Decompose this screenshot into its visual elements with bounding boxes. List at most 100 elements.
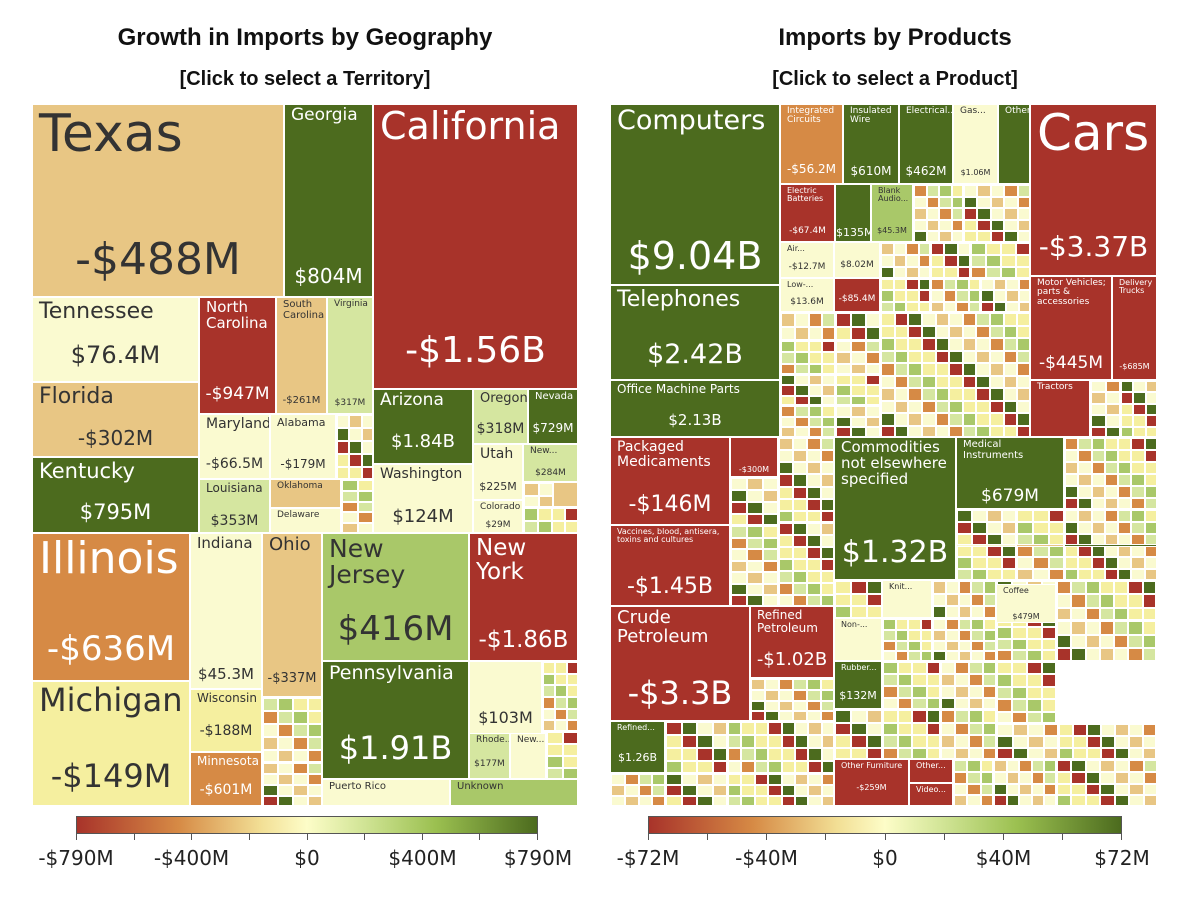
tile-subcell[interactable] — [1104, 438, 1119, 450]
tile-subcell[interactable] — [933, 593, 946, 607]
tile-subcell[interactable] — [308, 763, 321, 774]
tile-subcell[interactable] — [1133, 392, 1146, 404]
tile-subcell[interactable] — [807, 571, 821, 583]
tile-subcell[interactable] — [971, 255, 986, 267]
tile-subcell[interactable] — [1131, 474, 1145, 486]
tile-subcell[interactable] — [547, 744, 563, 756]
tile-subcell[interactable] — [883, 722, 898, 735]
tile-subcell[interactable] — [1071, 783, 1086, 796]
tile-subcell[interactable] — [793, 498, 807, 511]
tile-subcell[interactable] — [1065, 545, 1079, 558]
tile-subcell[interactable] — [808, 722, 822, 735]
tile-subcell[interactable] — [1133, 415, 1146, 427]
tile-subcell[interactable] — [807, 689, 821, 701]
tile-subcell[interactable] — [945, 619, 959, 630]
tile-subcell[interactable] — [1019, 771, 1032, 784]
tile-subcell[interactable] — [1144, 533, 1156, 546]
tile-subcell[interactable] — [1143, 795, 1156, 805]
tile-subcell[interactable] — [807, 474, 821, 487]
tile-subcell[interactable] — [681, 774, 697, 785]
tile-subcell[interactable] — [1017, 569, 1033, 579]
tile-subcell[interactable] — [1078, 450, 1092, 462]
tile-subcell[interactable] — [866, 341, 879, 353]
tile-knit[interactable]: Knit... — [882, 580, 932, 618]
tile-subcell[interactable] — [712, 722, 726, 735]
tile-subcell[interactable] — [741, 785, 755, 796]
tile-subcell[interactable] — [1017, 510, 1033, 522]
tile-subcell[interactable] — [278, 724, 293, 737]
tile-subcell[interactable] — [993, 290, 1006, 302]
tile-north-carolina[interactable]: North Carolina -$947M — [199, 297, 276, 414]
tile-subcell[interactable] — [793, 438, 807, 451]
tile-subcell[interactable] — [976, 413, 991, 426]
tile-subcell[interactable] — [908, 640, 921, 652]
tile-subcell[interactable] — [555, 697, 567, 709]
tile-subcell[interactable] — [781, 375, 795, 386]
tile-subcell[interactable] — [939, 208, 952, 220]
tile-minor[interactable] — [834, 580, 882, 618]
tile-subcell[interactable] — [1091, 533, 1105, 546]
tile-subcell[interactable] — [1104, 498, 1119, 508]
tile-subcell[interactable] — [1071, 594, 1086, 608]
tile-subcell[interactable] — [1033, 533, 1049, 546]
tile-subcell[interactable] — [293, 750, 308, 761]
tile-subcell[interactable] — [867, 593, 881, 607]
tile-subcell[interactable] — [958, 593, 972, 607]
tile-subcell[interactable] — [1065, 438, 1079, 450]
tile-subcell[interactable] — [1017, 545, 1033, 558]
tile-subcell[interactable] — [993, 279, 1006, 291]
tile-subcell[interactable] — [793, 535, 807, 547]
tile-oklahoma[interactable]: Oklahoma — [270, 479, 341, 508]
tile-subcell[interactable] — [547, 732, 563, 744]
tile-minor[interactable] — [932, 618, 996, 661]
tile-subcell[interactable] — [836, 427, 851, 436]
tile-subcell[interactable] — [342, 523, 358, 532]
tile-subcell[interactable] — [278, 711, 293, 724]
tile-subcell[interactable] — [781, 385, 795, 396]
tile-subcell[interactable] — [954, 760, 968, 772]
tile-integrated-circuits[interactable]: Integrated Circuits -$56.2M — [780, 104, 843, 184]
tile-subcell[interactable] — [926, 698, 939, 708]
tile-subcell[interactable] — [926, 208, 939, 220]
tile-subcell[interactable] — [1091, 438, 1105, 450]
tile-subcell[interactable] — [728, 748, 742, 761]
tile-subcell[interactable] — [964, 219, 978, 232]
tile-subcell[interactable] — [897, 674, 912, 686]
tile-subcell[interactable] — [537, 521, 552, 532]
tile-subcell[interactable] — [1121, 426, 1134, 436]
tile-subcell[interactable] — [1042, 674, 1055, 687]
tile-subcell[interactable] — [851, 747, 867, 758]
tile-subcell[interactable] — [1085, 760, 1101, 772]
tile-subcell[interactable] — [794, 722, 809, 735]
tile-subcell[interactable] — [945, 606, 959, 617]
tile-subcell[interactable] — [897, 698, 912, 708]
tile-subcell[interactable] — [781, 785, 795, 796]
tile-subcell[interactable] — [958, 581, 972, 594]
tile-subcell[interactable] — [969, 698, 983, 708]
tile-subcell[interactable] — [1057, 783, 1072, 796]
tile-subcell[interactable] — [1118, 438, 1132, 450]
tile-subcell[interactable] — [337, 428, 350, 441]
tile-subcell[interactable] — [984, 593, 995, 607]
tile-subcell[interactable] — [894, 363, 909, 376]
tile-subcell[interactable] — [1031, 795, 1045, 805]
tile-subcell[interactable] — [935, 313, 950, 326]
tile-subcell[interactable] — [1057, 581, 1072, 595]
tile-subcell[interactable] — [1002, 569, 1015, 579]
tile-subcell[interactable] — [308, 737, 321, 750]
tile-subcell[interactable] — [1114, 648, 1129, 660]
tile-subcell[interactable] — [1115, 736, 1129, 748]
tile-subcell[interactable] — [1078, 569, 1092, 579]
tile-subcell[interactable] — [1091, 521, 1105, 534]
tile-minor[interactable] — [665, 721, 727, 773]
tile-subcell[interactable] — [779, 474, 793, 487]
tile-subcell[interactable] — [779, 450, 793, 463]
tile-subcell[interactable] — [1003, 388, 1018, 401]
tile-subcell[interactable] — [954, 771, 968, 784]
tile-subcell[interactable] — [555, 708, 567, 721]
tile-subcell[interactable] — [807, 583, 821, 595]
tile-telephones[interactable]: Telephones $2.42B — [610, 285, 780, 380]
tile-subcell[interactable] — [921, 313, 936, 326]
tile-subcell[interactable] — [955, 686, 969, 698]
tile-minor[interactable] — [778, 522, 834, 606]
